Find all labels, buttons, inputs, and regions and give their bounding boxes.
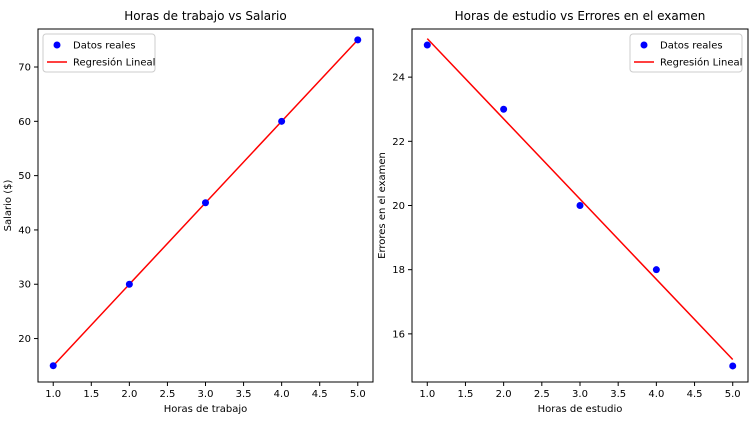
data-point [49,362,57,370]
x-tick-label: 1.5 [83,389,99,400]
x-tick-label: 3.0 [572,389,588,400]
y-tick-label: 50 [18,171,31,182]
x-tick-label: 4.5 [312,389,328,400]
x-axis-label: Horas de estudio [538,404,623,415]
y-tick-label: 18 [392,265,405,276]
x-tick-label: 2.5 [159,389,175,400]
x-tick-label: 1.0 [45,389,61,400]
data-point [278,117,286,125]
data-point [500,105,508,113]
legend-box [42,33,156,73]
y-tick-label: 20 [18,334,31,345]
y-tick-label: 22 [392,137,405,148]
x-tick-label: 5.0 [350,389,366,400]
data-point [652,266,660,274]
x-tick-label: 5.0 [725,389,741,400]
legend-label: Regresión Lineal [73,57,155,69]
data-point [423,41,431,49]
x-tick-label: 3.5 [236,389,252,400]
x-tick-label: 4.0 [648,389,664,400]
legend-box [629,33,743,73]
x-tick-label: 4.5 [687,389,703,400]
legend-marker-scatter [53,41,61,49]
legend-label: Regresión Lineal [660,57,742,69]
x-tick-label: 3.5 [610,389,626,400]
x-axis-label: Horas de trabajo [164,404,247,415]
data-point [354,36,362,44]
x-tick-label: 4.0 [274,389,290,400]
y-tick-label: 16 [392,329,405,340]
x-tick-label: 2.5 [534,389,550,400]
data-point [576,202,584,209]
chart-title: Horas de estudio vs Errores en el examen [455,9,706,23]
legend-label: Datos reales [660,41,723,52]
x-tick-label: 1.0 [419,389,435,400]
legend-marker-scatter [640,41,648,49]
data-point [202,199,209,207]
legend-label: Datos reales [73,41,136,52]
x-tick-label: 3.0 [198,389,214,400]
regression-line [426,38,734,361]
y-tick-label: 60 [18,117,31,128]
data-point [125,280,133,288]
chart-title: Horas de trabajo vs Salario [124,9,286,23]
y-tick-label: 24 [392,73,405,84]
y-tick-label: 20 [392,201,405,212]
y-tick-label: 30 [18,280,31,291]
y-tick-label: 40 [18,225,31,236]
x-tick-label: 1.5 [458,389,474,400]
y-tick-label: 70 [18,63,31,74]
y-axis-label: Errores en el examen [377,152,388,259]
y-axis-label: Salario ($) [3,180,14,232]
data-point [729,362,737,370]
x-tick-label: 2.0 [121,389,137,400]
x-tick-label: 2.0 [496,389,512,400]
